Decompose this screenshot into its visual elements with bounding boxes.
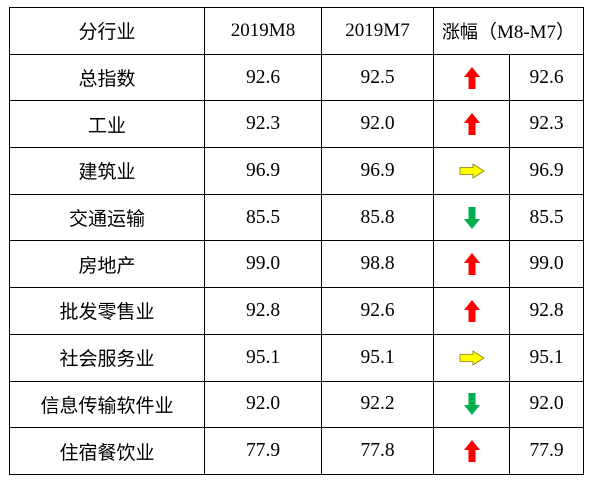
change-value: 92.6 [509, 53, 584, 102]
industry-name: 住宿餐饮业 [9, 427, 205, 475]
trend-cell [433, 427, 510, 475]
table-row: 批发零售业 92.8 92.6 92.8 [9, 287, 584, 335]
value-2019m7: 92.0 [321, 100, 434, 149]
value-2019m7: 92.2 [321, 380, 434, 429]
header-change-label: 涨幅 [441, 22, 478, 44]
arrow-right-icon [434, 349, 509, 366]
change-value: 92.3 [509, 100, 584, 149]
arrow-down-icon [434, 392, 509, 416]
industry-name: 房地产 [9, 240, 205, 289]
table-row: 工业 92.3 92.0 92.3 [9, 100, 584, 149]
arrow-right-icon [434, 163, 509, 179]
value-2019m8: 95.1 [204, 333, 322, 382]
arrow-up-icon [434, 252, 509, 276]
trend-cell [433, 287, 510, 335]
value-2019m8: 92.0 [204, 380, 322, 429]
value-2019m8: 92.6 [204, 53, 322, 102]
value-2019m7: 98.8 [321, 240, 434, 289]
trend-cell [433, 147, 510, 195]
arrow-up-icon [434, 439, 509, 463]
trend-cell [433, 333, 510, 382]
value-2019m7: 77.8 [321, 427, 434, 475]
industry-name: 总指数 [9, 53, 205, 102]
industry-name: 建筑业 [9, 147, 205, 195]
trend-cell [433, 53, 510, 102]
industry-name: 交通运输 [9, 193, 205, 242]
industry-name: 工业 [9, 100, 205, 149]
industry-name: 信息传输软件业 [9, 380, 205, 429]
industry-name: 社会服务业 [9, 333, 205, 382]
change-value: 85.5 [509, 193, 584, 242]
value-2019m8: 77.9 [204, 427, 322, 475]
value-2019m8: 96.9 [204, 147, 322, 195]
change-value: 92.0 [509, 380, 584, 429]
value-2019m8: 85.5 [204, 193, 322, 242]
trend-cell [433, 100, 510, 149]
value-2019m7: 92.6 [321, 287, 434, 335]
change-value: 77.9 [509, 427, 584, 475]
header-industry: 分行业 [9, 7, 205, 55]
value-2019m7: 95.1 [321, 333, 434, 382]
header-2019m8: 2019M8 [204, 7, 322, 55]
table-row: 建筑业 96.9 96.9 96.9 [9, 147, 584, 195]
header-2019m7: 2019M7 [321, 7, 434, 55]
value-2019m8: 92.3 [204, 100, 322, 149]
arrow-up-icon [434, 112, 509, 136]
table-row: 房地产 99.0 98.8 99.0 [9, 240, 584, 289]
change-value: 92.8 [509, 287, 584, 335]
table-row: 社会服务业 95.1 95.1 95.1 [9, 333, 584, 382]
value-2019m7: 85.8 [321, 193, 434, 242]
header-change: 涨幅（M8-M7） [433, 7, 584, 55]
value-2019m7: 96.9 [321, 147, 434, 195]
value-2019m8: 92.8 [204, 287, 322, 335]
header-change-paren: （M8-M7） [477, 22, 576, 44]
change-value: 99.0 [509, 240, 584, 289]
table-row: 信息传输软件业 92.0 92.2 92.0 [9, 380, 584, 429]
header-row: 分行业 2019M8 2019M7 涨幅（M8-M7） [9, 7, 584, 55]
trend-cell [433, 240, 510, 289]
table-row: 住宿餐饮业 77.9 77.8 77.9 [9, 427, 584, 475]
industry-name: 批发零售业 [9, 287, 205, 335]
table-row: 总指数 92.6 92.5 92.6 [9, 53, 584, 102]
change-value: 96.9 [509, 147, 584, 195]
table-row: 交通运输 85.5 85.8 85.5 [9, 193, 584, 242]
value-2019m8: 99.0 [204, 240, 322, 289]
arrow-down-icon [434, 206, 509, 230]
trend-cell [433, 193, 510, 242]
value-2019m7: 92.5 [321, 53, 434, 102]
arrow-up-icon [434, 299, 509, 323]
change-value: 95.1 [509, 333, 584, 382]
trend-cell [433, 380, 510, 429]
industry-index-table: 分行业 2019M8 2019M7 涨幅（M8-M7） 总指数 92.6 92.5 9… [9, 7, 584, 475]
arrow-up-icon [434, 66, 509, 90]
